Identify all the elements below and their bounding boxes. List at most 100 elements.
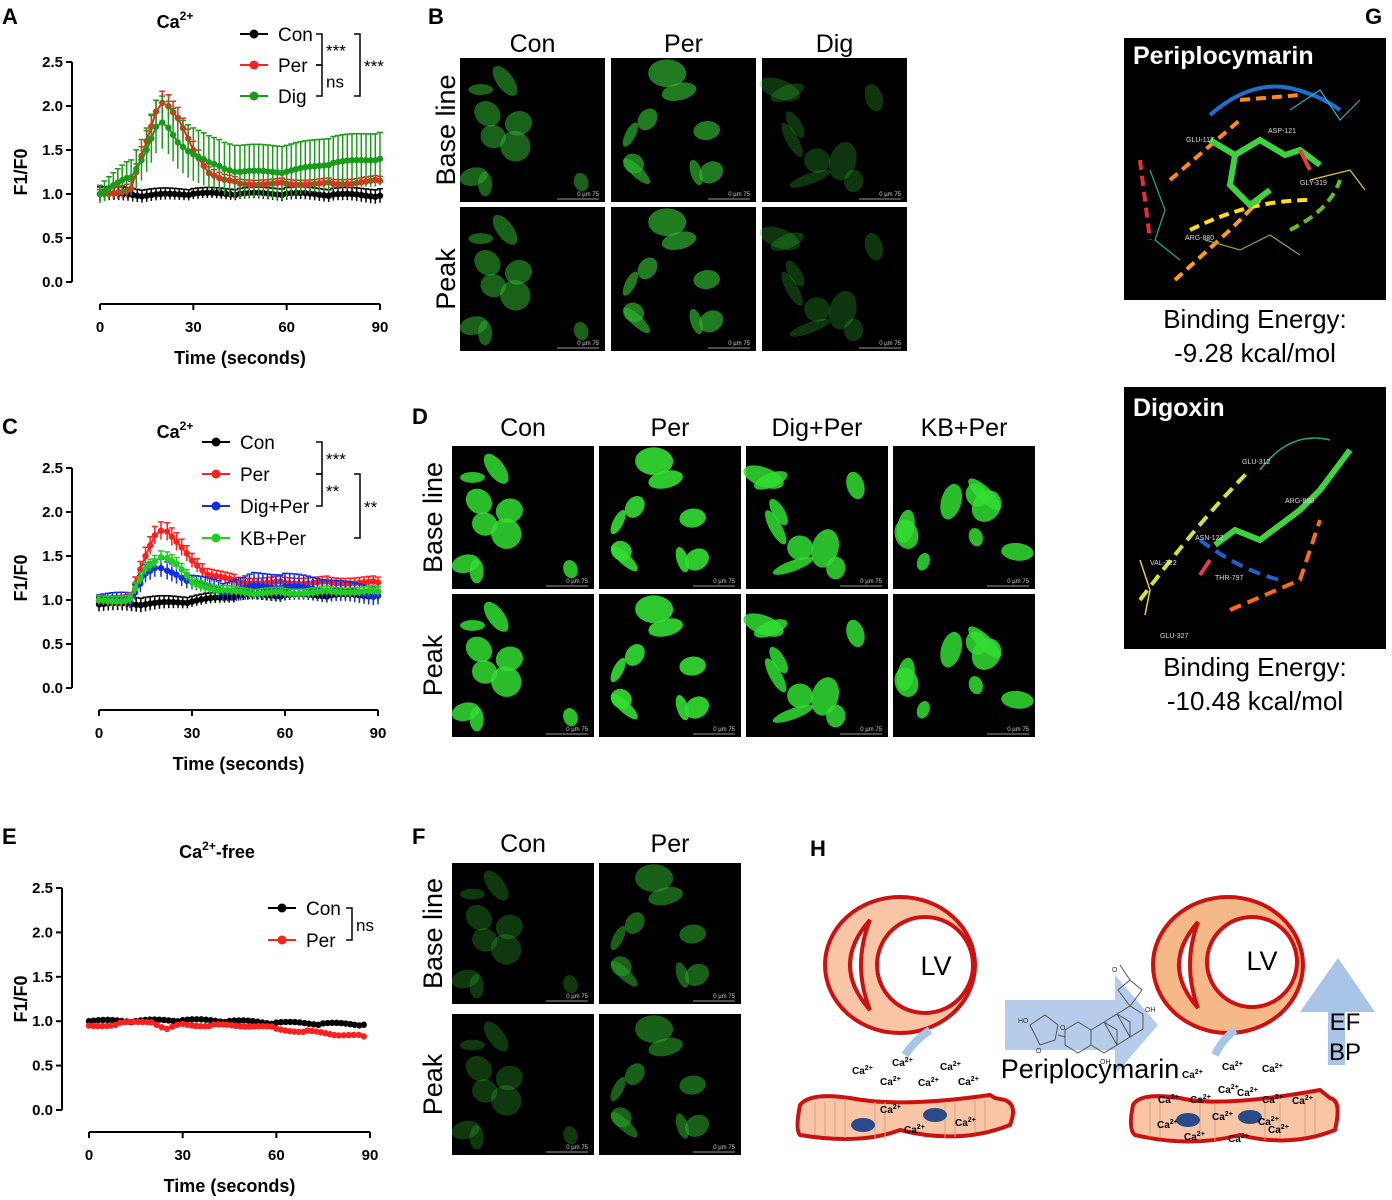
data-point [212, 594, 219, 601]
data-point [169, 131, 177, 139]
cell-blob [610, 925, 626, 951]
residue-label: GLU-117 [1186, 137, 1214, 144]
residue-label: GLU-312 [1242, 459, 1271, 466]
data-point [198, 1016, 205, 1023]
data-point [143, 146, 150, 154]
data-point [376, 155, 384, 162]
calcium-ion-label: Ca2+ [1182, 1069, 1203, 1081]
data-point [193, 562, 201, 569]
data-point [358, 156, 365, 164]
x-tick-label: 90 [362, 1147, 379, 1164]
cell-blob [846, 471, 865, 500]
calcium-ion-label: Ca2+ [1212, 1111, 1233, 1123]
panel-letter-d: D [412, 404, 428, 429]
molecule-structure-icon [1029, 964, 1144, 1054]
data-point [174, 139, 181, 146]
micrograph-image [452, 1014, 594, 1155]
data-point [173, 538, 180, 545]
cell-blob [635, 447, 674, 476]
residue-label: GLY-319 [1300, 180, 1327, 187]
data-point [168, 533, 176, 540]
data-point [164, 528, 171, 535]
x-tick-label: 60 [278, 319, 295, 336]
cell-blob [916, 700, 930, 719]
y-tick-label: 0.5 [32, 1058, 53, 1075]
cell-blob [787, 683, 814, 709]
y-tick-label: 0.0 [42, 680, 63, 697]
chart-title-sup: 2+ [180, 9, 194, 23]
data-point [104, 1016, 111, 1024]
cell-blob [968, 626, 1001, 659]
data-point [197, 1022, 204, 1030]
cell-blob [504, 259, 533, 285]
calcium-ion-label: Ca2+ [904, 1124, 925, 1136]
cell-blob [465, 636, 493, 663]
cell-blob [563, 1126, 578, 1145]
data-point [157, 527, 165, 534]
cell-blob [610, 956, 632, 977]
data-point [170, 1017, 177, 1025]
atom-label: O [1112, 967, 1118, 974]
data-point [273, 1019, 280, 1026]
data-point [133, 601, 140, 608]
data-point [295, 583, 303, 591]
data-point [328, 1019, 336, 1027]
legend-label: Per [306, 931, 336, 952]
data-point [158, 1024, 166, 1031]
data-point [230, 1017, 238, 1024]
data-point [176, 191, 183, 198]
chart-title-sup: 2+ [202, 839, 216, 853]
data-point [160, 598, 168, 606]
data-point [142, 565, 149, 573]
data-point [133, 165, 140, 173]
data-point [94, 1022, 102, 1030]
cell-blob [635, 595, 674, 624]
atom-label: OH [1100, 1059, 1111, 1066]
data-point [291, 1018, 299, 1026]
cell-blob [828, 141, 857, 181]
data-point [139, 1018, 146, 1026]
cell-blob [844, 318, 864, 342]
scale-bar-label: 0 µm 75 [577, 341, 599, 347]
cell-blob [684, 548, 710, 571]
cell-blob [460, 1039, 485, 1051]
data-point [255, 167, 262, 174]
calcium-ion-label: Ca2+ [880, 1104, 901, 1116]
data-point [202, 1016, 210, 1023]
cell-blob [679, 656, 706, 676]
cell-blob [610, 1076, 626, 1102]
legend-swatch-marker [249, 60, 259, 70]
data-point [199, 567, 206, 574]
chart-title: Ca2+ [157, 419, 194, 442]
cell-blob [495, 646, 523, 672]
cell-blob [754, 619, 788, 638]
calcium-ion-label: Ca2+ [1228, 1133, 1249, 1145]
residue-label: ARG-880 [1185, 235, 1214, 242]
data-point [300, 590, 307, 597]
data-point [328, 588, 335, 595]
micrograph-image [893, 594, 1035, 737]
data-point [193, 1016, 200, 1023]
cell-blob [610, 540, 632, 561]
cell-blob [451, 702, 480, 722]
calcium-ion-label: Ca2+ [958, 1076, 979, 1088]
cell-blob [635, 1015, 674, 1044]
cell-blob [483, 870, 509, 901]
data-point [190, 151, 197, 158]
column-label: Dig [816, 30, 854, 58]
cell-blob [648, 886, 683, 906]
data-point [179, 599, 186, 606]
scale-bar-label: 0 µm 75 [1007, 579, 1029, 585]
scale-bar-label: 0 µm 75 [713, 727, 735, 733]
cell-blob [764, 510, 787, 545]
cell-blob [770, 83, 804, 102]
cell-blob [483, 601, 509, 632]
data-point [320, 162, 328, 169]
cell-blob [772, 704, 814, 723]
data-point [210, 1021, 218, 1028]
data-point [130, 1018, 137, 1025]
cardiomyocyte-left [795, 1092, 1016, 1141]
scale-bar-label: 0 µm 75 [577, 192, 599, 198]
series-kb-per [95, 550, 382, 607]
cell-blob [785, 111, 805, 138]
